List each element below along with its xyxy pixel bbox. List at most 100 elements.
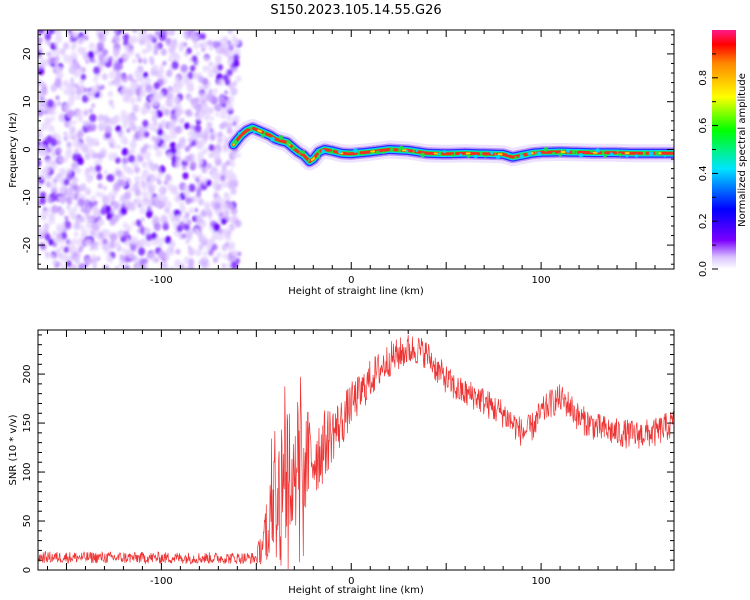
ridge-speckle [292,146,296,150]
noise-speckle [229,172,236,180]
noise-speckle [45,181,52,188]
noise-speckle [77,46,85,55]
noise-speckle [65,238,71,245]
noise-speckle [58,208,65,216]
noise-speckle [194,207,199,213]
noise-speckle [146,176,151,183]
noise-speckle [74,257,80,264]
noise-speckle [141,48,147,55]
noise-speckle [174,160,181,168]
noise-speckle [221,162,227,170]
noise-speckle [217,138,222,143]
noise-speckle [90,195,96,203]
ridge-speckle [490,151,494,155]
noise-speckle [63,88,70,96]
noise-speckle [183,189,191,198]
noise-speckle [207,66,212,71]
ridge-speckle [307,159,311,162]
noise-speckle [162,120,167,126]
noise-speckle [112,34,121,44]
noise-speckle [215,112,220,117]
noise-speckle [43,206,47,212]
noise-speckle [187,247,195,256]
noise-speckle [188,183,196,193]
noise-speckle [212,256,219,263]
noise-speckle [213,154,219,161]
noise-speckle [201,166,208,174]
noise-speckle [220,174,226,182]
noise-speckle [153,48,159,56]
noise-speckle [121,157,129,165]
noise-speckle [80,66,86,73]
noise-speckle [114,266,119,269]
ridge-speckle [406,149,409,153]
noise-speckle [179,118,184,124]
y-tick-label: -20 [22,237,33,253]
noise-speckle [226,114,233,122]
noise-speckle [131,221,136,227]
noise-speckle [204,205,211,212]
noise-speckle [198,217,204,224]
noise-speckle [96,173,103,181]
noise-speckle [46,135,53,143]
noise-speckle [146,205,152,212]
noise-speckle [232,80,238,87]
noise-speckle [157,128,164,136]
noise-speckle [79,224,85,231]
noise-speckle [98,53,103,58]
noise-speckle [208,88,213,94]
noise-speckle [55,70,62,78]
noise-speckle [93,223,101,232]
noise-speckle [174,259,182,268]
noise-speckle [38,202,41,208]
noise-speckle [163,263,169,269]
noise-speckle [125,167,131,174]
noise-speckle [149,251,156,259]
noise-speckle [79,183,87,192]
noise-speckle [128,180,133,185]
noise-speckle [179,201,185,208]
noise-speckle [63,42,70,50]
noise-speckle [209,127,214,134]
x-tick-label: 0 [348,576,354,587]
noise-speckle [150,257,156,263]
noise-speckle [76,130,84,139]
noise-speckle [122,138,129,146]
noise-speckle [178,44,185,52]
noise-speckle [38,36,43,44]
noise-speckle [168,241,176,249]
ridge-speckle [507,152,510,155]
noise-speckle [39,59,47,68]
ridge-speckle [382,151,385,155]
noise-speckle [79,216,86,223]
noise-speckle [63,54,71,63]
noise-speckle [161,143,168,151]
noise-speckle [38,117,40,123]
noise-speckle [113,115,121,124]
noise-speckle [187,84,194,92]
noise-speckle [213,88,218,94]
noise-speckle [196,115,201,120]
noise-speckle [231,249,238,258]
noise-speckle [153,82,160,90]
noise-speckle-layer [38,30,242,269]
noise-speckle [188,258,195,266]
noise-speckle [123,264,130,269]
noise-speckle [208,144,215,152]
noise-speckle [218,215,223,220]
noise-speckle [161,133,168,141]
noise-speckle [153,112,158,118]
noise-speckle [85,187,91,194]
noise-speckle [130,141,137,149]
y-tick-label: 100 [22,462,33,481]
noise-speckle [105,205,112,213]
noise-speckle [202,83,209,91]
noise-speckle [38,77,42,86]
noise-speckle [68,119,74,127]
noise-speckle [80,144,85,150]
noise-speckle [235,75,242,83]
noise-speckle [183,76,191,86]
noise-speckle [185,212,190,218]
noise-speckle [86,205,92,211]
